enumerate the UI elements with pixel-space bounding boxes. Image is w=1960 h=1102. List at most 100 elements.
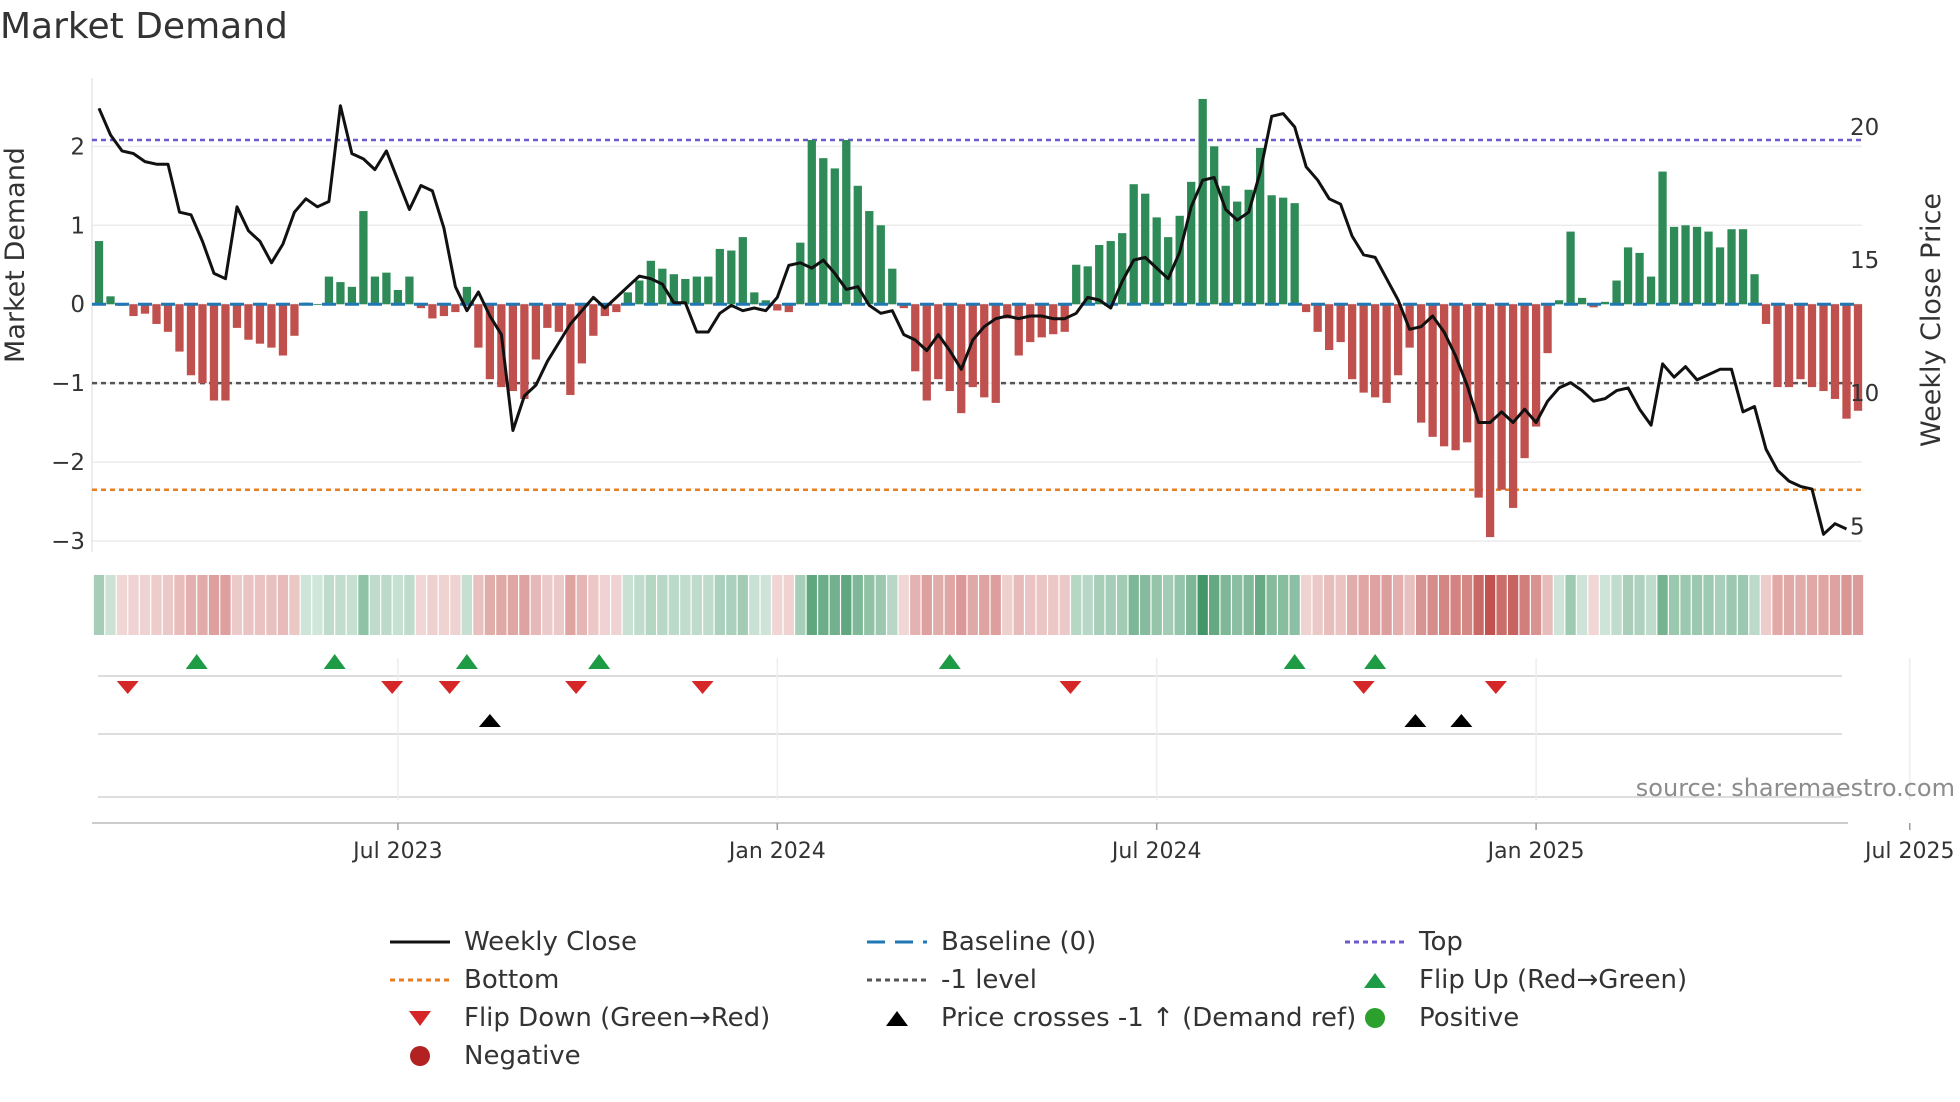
heat-cell	[714, 575, 725, 635]
heat-cell	[565, 575, 576, 635]
left-tick-label: −3	[51, 529, 85, 555]
demand-bar	[1393, 304, 1403, 376]
demand-bar	[784, 304, 793, 313]
heat-cell	[1450, 575, 1461, 635]
heat-cell	[289, 575, 300, 635]
demand-bar	[1336, 304, 1345, 343]
legend-bottom: Bottom	[390, 963, 559, 997]
legend-flip-down: Flip Down (Green→Red)	[390, 1001, 770, 1035]
demand-bar	[1072, 264, 1081, 305]
flip-up-marker	[455, 654, 478, 669]
heat-cell	[1496, 575, 1507, 635]
heat-cell	[139, 575, 151, 635]
demand-bar	[945, 304, 954, 392]
demand-bar	[1256, 147, 1265, 305]
demand-bar	[1796, 304, 1805, 380]
demand-bar	[1244, 189, 1253, 305]
legend-dotted-line-icon	[867, 978, 927, 982]
right-axis-ticks: 5 10 15 20	[1850, 115, 1879, 540]
heat-cell	[1324, 575, 1335, 635]
heat-cell	[1082, 575, 1093, 635]
heat-cell	[1565, 575, 1576, 635]
demand-bar	[1830, 304, 1840, 399]
heat-cell	[1427, 575, 1438, 635]
demand-bar	[1129, 184, 1138, 305]
demand-bar	[1635, 252, 1644, 305]
heat-cell	[1404, 575, 1415, 635]
demand-bar	[554, 304, 564, 332]
demand-bar	[1784, 304, 1794, 388]
heat-cell	[910, 575, 921, 635]
demand-bar	[1692, 226, 1702, 305]
price-line-group	[97, 104, 1848, 536]
demand-bar	[865, 211, 874, 305]
weekly-close-line	[97, 104, 1848, 536]
heat-cell	[645, 575, 656, 635]
demand-bar	[94, 241, 104, 305]
heat-cell	[783, 575, 794, 635]
x-tick-label: Jul 2025	[1863, 839, 1955, 864]
flip-up-marker	[185, 654, 208, 669]
legend-flip-up: Flip Up (Red→Green)	[1345, 963, 1687, 997]
heat-cell	[657, 575, 668, 635]
demand-bar	[911, 304, 920, 372]
legend-price-cross: Price crosses -1 ↑ (Demand ref)	[867, 1001, 1356, 1035]
heat-cell	[438, 575, 450, 635]
heat-cell	[1358, 575, 1369, 635]
heat-cell	[691, 575, 702, 635]
heat-cell	[1002, 575, 1013, 635]
heat-cell	[634, 575, 645, 635]
heat-cell	[795, 575, 806, 635]
heat-cell	[1530, 575, 1542, 635]
x-tick-label: Jan 2025	[1486, 839, 1585, 864]
right-tick-label: 5	[1850, 514, 1865, 540]
heat-cell	[1186, 575, 1197, 635]
heat-cell	[1369, 575, 1381, 635]
heat-cell	[254, 575, 266, 635]
heat-cell	[1163, 575, 1174, 635]
flip-down-marker	[116, 681, 139, 694]
heat-cell	[1726, 575, 1737, 635]
demand-bar	[1543, 304, 1552, 354]
heat-cell	[1806, 575, 1818, 635]
source-note: source: sharemaestro.com	[1636, 774, 1955, 802]
heat-cell	[1151, 575, 1162, 635]
demand-bar	[1302, 304, 1311, 313]
legend-minus-one: -1 level	[867, 963, 1037, 997]
triangle-down-icon	[409, 1011, 431, 1026]
x-tick-label: Jul 2024	[1110, 839, 1202, 864]
legend-label: Bottom	[464, 965, 560, 995]
heat-cell	[151, 575, 162, 635]
heat-cell	[1220, 575, 1231, 635]
heat-cell	[1760, 575, 1772, 635]
heat-cell	[967, 575, 978, 635]
demand-bar	[704, 276, 713, 305]
demand-bar	[1118, 233, 1127, 305]
heat-cell	[243, 575, 254, 635]
demand-bar	[462, 286, 472, 305]
heat-cell	[392, 575, 404, 635]
demand-bar	[1819, 304, 1828, 392]
flip-down-marker	[1059, 681, 1082, 694]
reference-lines	[92, 138, 1862, 491]
triangle-up-icon	[1364, 973, 1386, 988]
legend-label: Weekly Close	[464, 927, 637, 957]
legend-label: Flip Down (Green→Red)	[464, 1003, 771, 1033]
demand-bar	[589, 304, 598, 336]
demand-bar	[1807, 304, 1817, 388]
flip-up-marker	[1283, 654, 1306, 669]
demand-bar	[1681, 225, 1690, 305]
legend-baseline: Baseline (0)	[867, 925, 1096, 959]
demand-bar	[531, 304, 541, 360]
heat-cell	[1668, 575, 1680, 635]
heat-cell	[1025, 575, 1036, 635]
heat-cell	[530, 575, 542, 635]
heat-cell	[553, 575, 565, 635]
demand-bar	[1508, 304, 1518, 508]
heat-cell	[1680, 575, 1691, 635]
demand-bar	[244, 304, 253, 340]
price-cross-marker	[1450, 714, 1473, 727]
heat-cell	[1312, 575, 1323, 635]
heat-cell	[519, 575, 530, 635]
demand-bar	[876, 225, 885, 305]
